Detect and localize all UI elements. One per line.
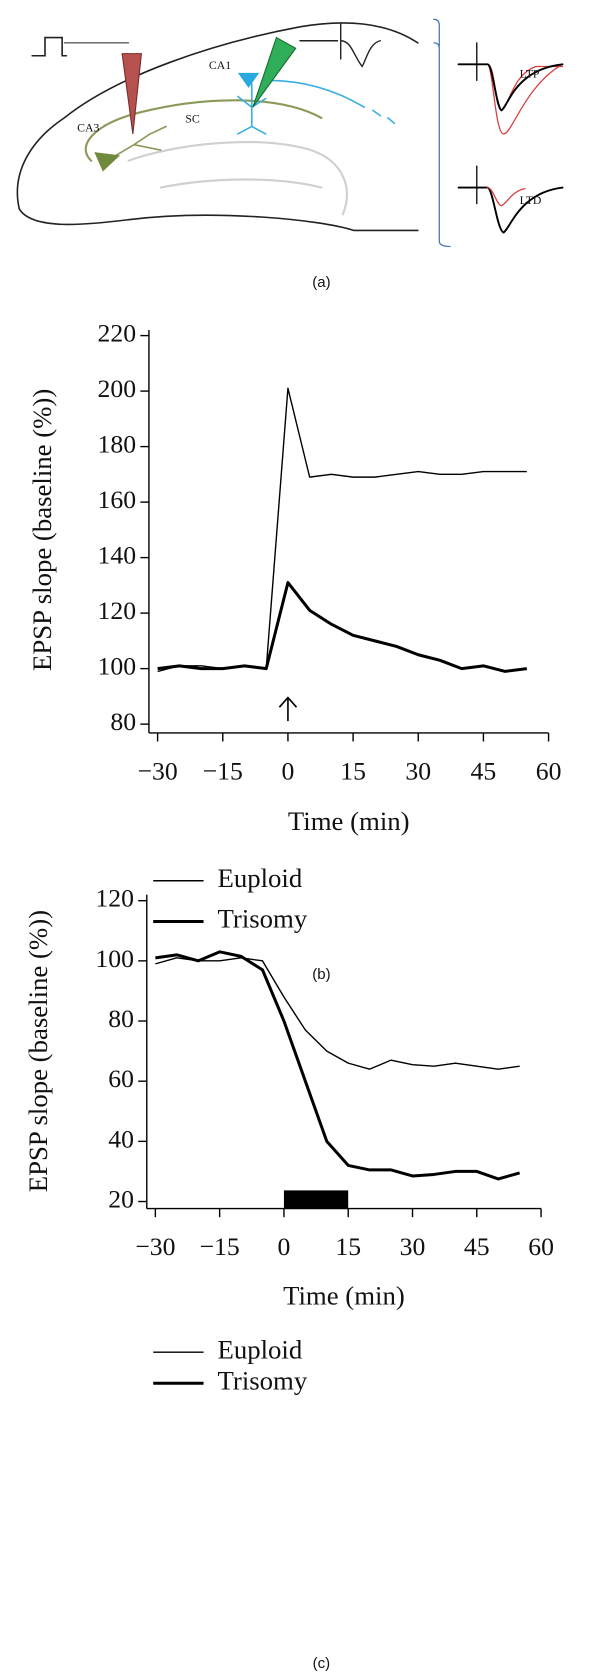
legend-label: Euploid (218, 863, 303, 893)
series-line (157, 581, 528, 673)
y-tick-label: 80 (108, 1004, 134, 1033)
x-axis-title: Time (min) (283, 1281, 405, 1311)
label: LTD (520, 194, 542, 207)
y-tick-label: 140 (98, 541, 137, 570)
y-tick-label: 220 (98, 318, 137, 347)
y-tick-label: 100 (95, 944, 134, 973)
x-axis-title: Time (min) (288, 806, 410, 836)
x-tick-label: 15 (340, 757, 366, 786)
caption: (b) (312, 966, 330, 983)
legend-label: Euploid (218, 1334, 303, 1364)
stimulus-bar (283, 1190, 349, 1209)
x-tick-label: 45 (464, 1232, 490, 1261)
label: CA1 (209, 59, 231, 72)
legend-label: Trisomy (218, 1365, 308, 1395)
y-tick-label: 120 (98, 596, 137, 625)
caption: (a) (312, 274, 330, 291)
y-tick-label: 160 (98, 485, 137, 514)
caption: (c) (313, 1655, 331, 1672)
x-tick-label: 15 (335, 1232, 361, 1261)
y-tick-label: 120 (95, 884, 134, 913)
y-axis-title: EPSP slope (baseline (%)) (23, 910, 53, 1192)
legend-label: Trisomy (218, 904, 308, 934)
y-axis-title: EPSP slope (baseline (%)) (27, 389, 57, 671)
x-tick-label: 60 (536, 757, 562, 786)
x-tick-label: −30 (135, 1232, 175, 1261)
y-tick-label: 40 (108, 1124, 134, 1153)
hippocampus-diagram (16, 18, 564, 248)
y-tick-label: 180 (98, 430, 137, 459)
x-tick-label: 30 (400, 1232, 426, 1261)
x-tick-label: 0 (277, 1232, 290, 1261)
arrow (278, 696, 298, 722)
x-tick-label: 30 (405, 757, 431, 786)
label: SC (185, 113, 200, 126)
x-tick-label: −15 (203, 757, 243, 786)
y-tick-label: 80 (110, 707, 136, 736)
label: LTP (520, 68, 540, 81)
y-tick-label: 20 (108, 1184, 134, 1213)
y-tick-label: 100 (98, 652, 137, 681)
x-tick-label: −15 (200, 1232, 240, 1261)
y-tick-label: 200 (98, 374, 137, 403)
x-tick-label: 45 (471, 757, 497, 786)
label: CA3 (77, 121, 99, 134)
x-tick-label: 60 (528, 1232, 554, 1261)
x-tick-label: 0 (282, 757, 295, 786)
x-tick-label: −30 (138, 757, 178, 786)
series-line (155, 950, 521, 1181)
y-tick-label: 60 (108, 1064, 134, 1093)
series-line (155, 957, 520, 1070)
